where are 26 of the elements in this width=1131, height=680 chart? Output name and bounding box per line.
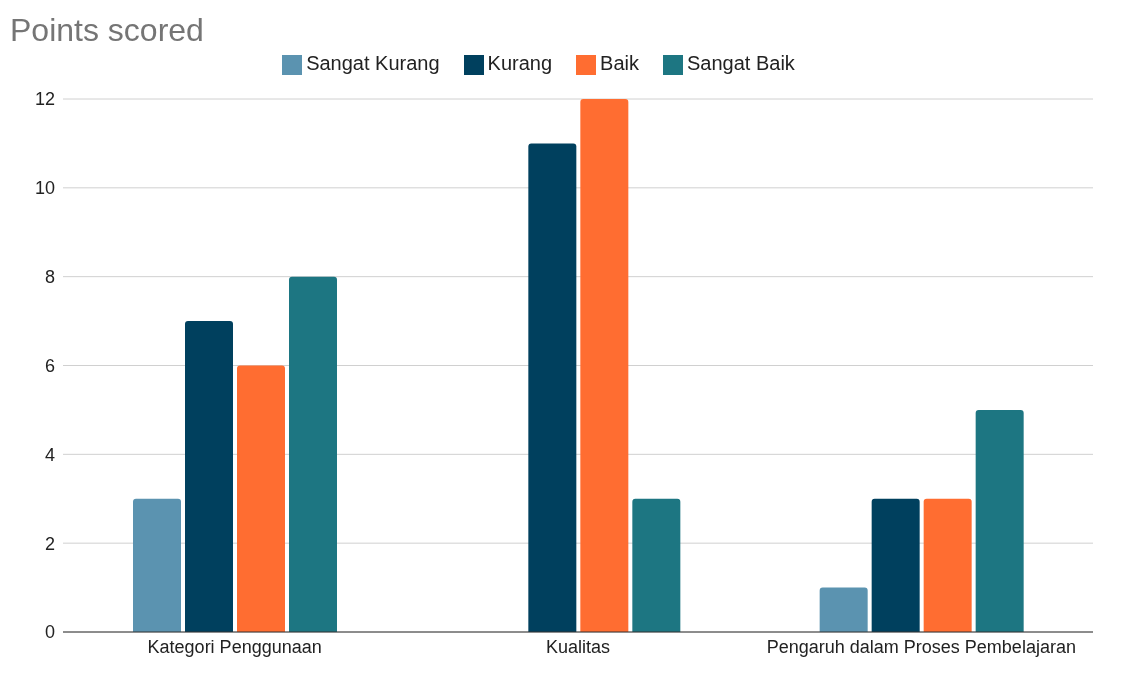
chart-title: Points scored	[10, 11, 205, 50]
bar	[923, 498, 972, 632]
bar	[528, 143, 577, 632]
bar	[237, 365, 285, 632]
bar	[185, 321, 233, 632]
bar	[975, 409, 1024, 632]
y-tick-label: 8	[44, 267, 55, 288]
bar	[632, 498, 681, 632]
legend-label: Sangat Kurang	[306, 52, 440, 74]
legend-label: Sangat Baik	[686, 52, 795, 74]
y-tick-label: 0	[44, 622, 55, 643]
bar	[580, 99, 629, 632]
y-tick-label: 12	[34, 89, 55, 110]
bar	[871, 498, 920, 632]
y-tick-label: 6	[44, 355, 55, 376]
x-tick-label: Kategori Penggunaan	[147, 636, 322, 657]
bar	[289, 276, 337, 632]
y-tick-label: 10	[34, 178, 55, 199]
y-tick-label: 2	[44, 533, 55, 554]
x-tick-label: Pengaruh dalam Proses Pembelajaran	[766, 636, 1076, 657]
bar	[133, 498, 181, 632]
x-tick-label: Kualitas	[545, 636, 611, 657]
bar	[819, 587, 868, 632]
y-tick-label: 4	[44, 444, 55, 465]
legend-label: Baik	[600, 52, 639, 74]
legend-label: Kurang	[487, 52, 553, 74]
